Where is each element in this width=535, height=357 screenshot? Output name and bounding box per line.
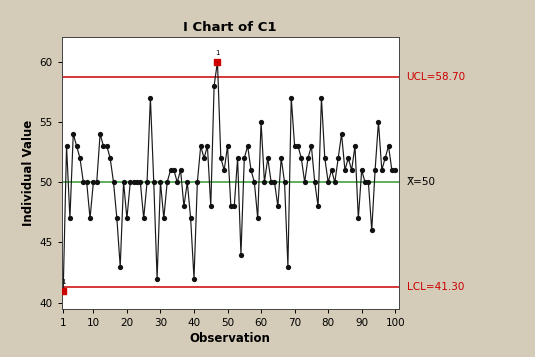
Text: X̅=50: X̅=50	[407, 177, 435, 187]
X-axis label: Observation: Observation	[189, 332, 271, 345]
Title: I Chart of C1: I Chart of C1	[184, 21, 277, 34]
Text: 1: 1	[61, 279, 65, 285]
Text: UCL=58.70: UCL=58.70	[407, 72, 466, 82]
Y-axis label: Individual Value: Individual Value	[22, 120, 35, 226]
Text: 1: 1	[215, 50, 220, 56]
Text: LCL=41.30: LCL=41.30	[407, 282, 464, 292]
